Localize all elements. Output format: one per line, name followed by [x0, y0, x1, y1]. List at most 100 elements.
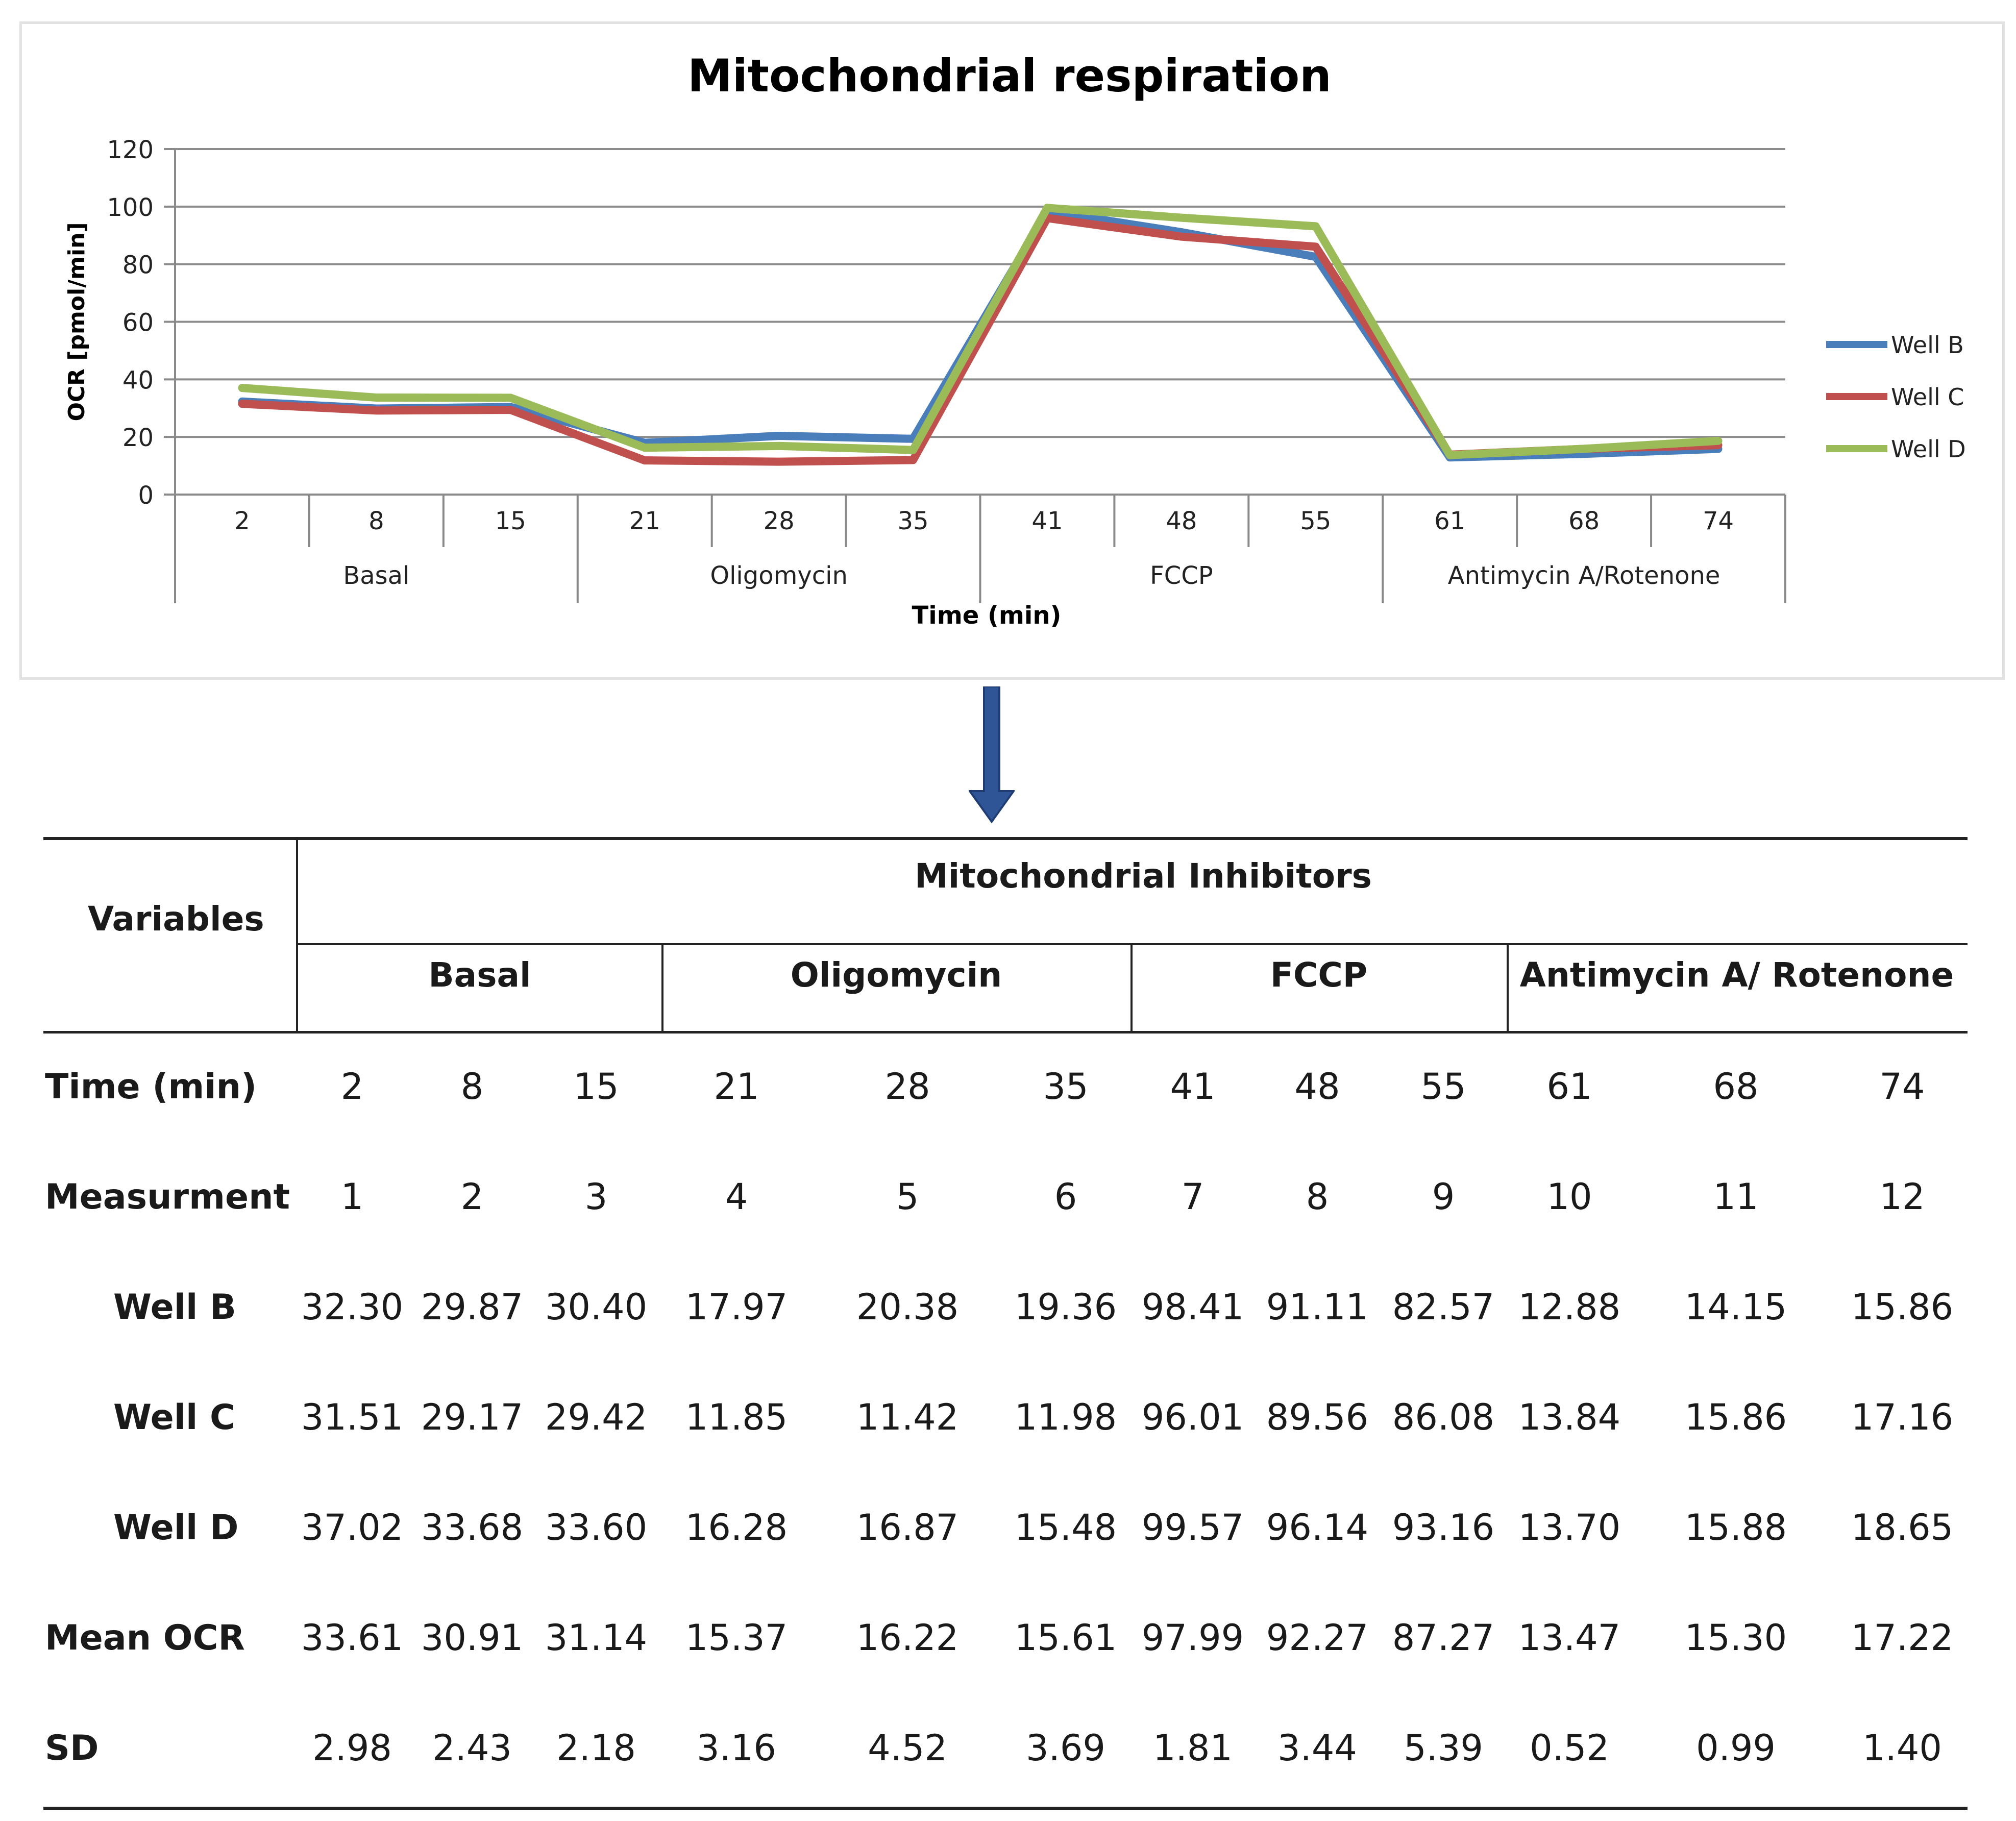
table-cell: 4 — [725, 1176, 748, 1218]
y-tick-label: 100 — [107, 193, 154, 222]
table-cell: 15.30 — [1684, 1617, 1787, 1659]
legend-label: Well B — [1891, 331, 1964, 359]
table-cell: 55 — [1420, 1066, 1466, 1108]
table-cell: 12 — [1879, 1176, 1925, 1218]
series-line-well-d — [238, 204, 1723, 459]
x-tick-label: 2 — [234, 507, 250, 535]
table-cell: 92.27 — [1266, 1617, 1369, 1659]
table-cell: 16.28 — [685, 1507, 788, 1548]
x-axis-label: Time (min) — [912, 601, 1062, 630]
x-tick-label: 15 — [495, 507, 526, 535]
table-cell: 10 — [1546, 1176, 1592, 1218]
table-cell: 33.68 — [421, 1507, 524, 1548]
table-cell: 12.88 — [1518, 1286, 1621, 1328]
table-cell: 98.41 — [1141, 1286, 1244, 1328]
table-cell: 1.40 — [1862, 1727, 1942, 1769]
table-cell: 6 — [1054, 1176, 1077, 1218]
group-header: Oligomycin — [790, 955, 1002, 995]
table-cell: 61 — [1546, 1066, 1592, 1108]
table-cell: 2.18 — [556, 1727, 636, 1769]
x-group-label: Basal — [343, 561, 409, 590]
table-cell: 86.08 — [1392, 1396, 1495, 1438]
table-cell: 15.86 — [1851, 1286, 1954, 1328]
variables-header: Variables — [88, 899, 264, 939]
table-cell: 48 — [1294, 1066, 1340, 1108]
table-cell: 3.69 — [1026, 1727, 1105, 1769]
table-cell: 35 — [1043, 1066, 1089, 1108]
table-cell: 29.17 — [421, 1396, 524, 1438]
x-tick-label: 28 — [764, 507, 795, 535]
group-header: Basal — [428, 955, 531, 995]
x-tick-label: 61 — [1434, 507, 1465, 535]
table-cell: 15.86 — [1684, 1396, 1787, 1438]
table-cell: 33.61 — [301, 1617, 404, 1659]
table-cell: 11.98 — [1014, 1396, 1117, 1438]
table-cell: 16.87 — [856, 1507, 959, 1548]
table-cell: 97.99 — [1141, 1617, 1244, 1659]
x-group-label: Antimycin A/Rotenone — [1448, 561, 1720, 590]
table-cell: 82.57 — [1392, 1286, 1495, 1328]
table-cell: 41 — [1170, 1066, 1216, 1108]
table-cell: 9 — [1432, 1176, 1455, 1218]
row-label: Well B — [113, 1287, 236, 1327]
table-cell: 0.99 — [1696, 1727, 1776, 1769]
table-cell: 20.38 — [856, 1286, 959, 1328]
table-cell: 17.97 — [685, 1286, 788, 1328]
table-cell: 93.16 — [1392, 1507, 1495, 1548]
table-cell: 91.11 — [1266, 1286, 1369, 1328]
table-cell: 33.60 — [545, 1507, 648, 1548]
table-cell: 3 — [584, 1176, 608, 1218]
table-cell: 31.14 — [545, 1617, 648, 1659]
table-cell: 3.44 — [1277, 1727, 1357, 1769]
table-cell: 30.40 — [545, 1286, 648, 1328]
table-cell: 19.36 — [1014, 1286, 1117, 1328]
table-cell: 8 — [1306, 1176, 1329, 1218]
table-cell: 5 — [896, 1176, 919, 1218]
table-cell: 4.52 — [868, 1727, 947, 1769]
table-cell: 8 — [460, 1066, 484, 1108]
table-cell: 68 — [1713, 1066, 1759, 1108]
row-label: Time (min) — [45, 1067, 257, 1107]
row-label: Well D — [113, 1508, 239, 1548]
table-bottom-rule — [43, 1807, 1968, 1810]
y-axis-label: OCR [pmol/min] — [64, 222, 90, 421]
x-tick-label: 35 — [898, 507, 929, 535]
table-cell: 18.65 — [1851, 1507, 1954, 1548]
table-cell: 2.43 — [432, 1727, 512, 1769]
row-label: Well C — [113, 1397, 235, 1438]
table-cell: 15 — [573, 1066, 619, 1108]
table-cell: 30.91 — [421, 1617, 524, 1659]
y-tick-label: 120 — [107, 136, 154, 164]
group-divider — [1507, 944, 1509, 1033]
x-tick-label: 48 — [1166, 507, 1197, 535]
x-tick-label: 8 — [368, 507, 384, 535]
table-cell: 74 — [1879, 1066, 1925, 1108]
header-bottom-rule — [43, 1031, 1968, 1033]
y-tick-label: 40 — [122, 366, 154, 395]
group-header: FCCP — [1270, 955, 1368, 995]
table-cell: 15.61 — [1014, 1617, 1117, 1659]
down-arrow-icon — [969, 686, 1015, 824]
table-cell: 7 — [1181, 1176, 1204, 1218]
line-chart: Mitochondrial respiration 0 20 40 60 80 100 120… — [64, 50, 1966, 630]
table-cell: 1.81 — [1153, 1727, 1233, 1769]
table-cell: 29.87 — [421, 1286, 524, 1328]
inhibitors-header: Mitochondrial Inhibitors — [915, 856, 1372, 896]
table-cell: 14.15 — [1684, 1286, 1787, 1328]
y-tick-label: 60 — [122, 309, 154, 337]
table-cell: 15.88 — [1684, 1507, 1787, 1548]
table-cell: 2.98 — [312, 1727, 392, 1769]
legend-label: Well C — [1891, 383, 1964, 411]
y-tick-label: 20 — [122, 424, 154, 452]
table-cell: 96.14 — [1266, 1507, 1369, 1548]
table-cell: 28 — [884, 1066, 930, 1108]
table-cell: 11 — [1713, 1176, 1759, 1218]
table-cell: 21 — [714, 1066, 759, 1108]
chart-panel: Mitochondrial respiration 0 20 40 60 80 100 120… — [19, 21, 2005, 680]
table-cell: 87.27 — [1392, 1617, 1495, 1659]
table-cell: 13.47 — [1518, 1617, 1621, 1659]
table-cell: 2 — [340, 1066, 364, 1108]
row-label: Mean OCR — [45, 1618, 245, 1658]
table-cell: 96.01 — [1141, 1396, 1244, 1438]
